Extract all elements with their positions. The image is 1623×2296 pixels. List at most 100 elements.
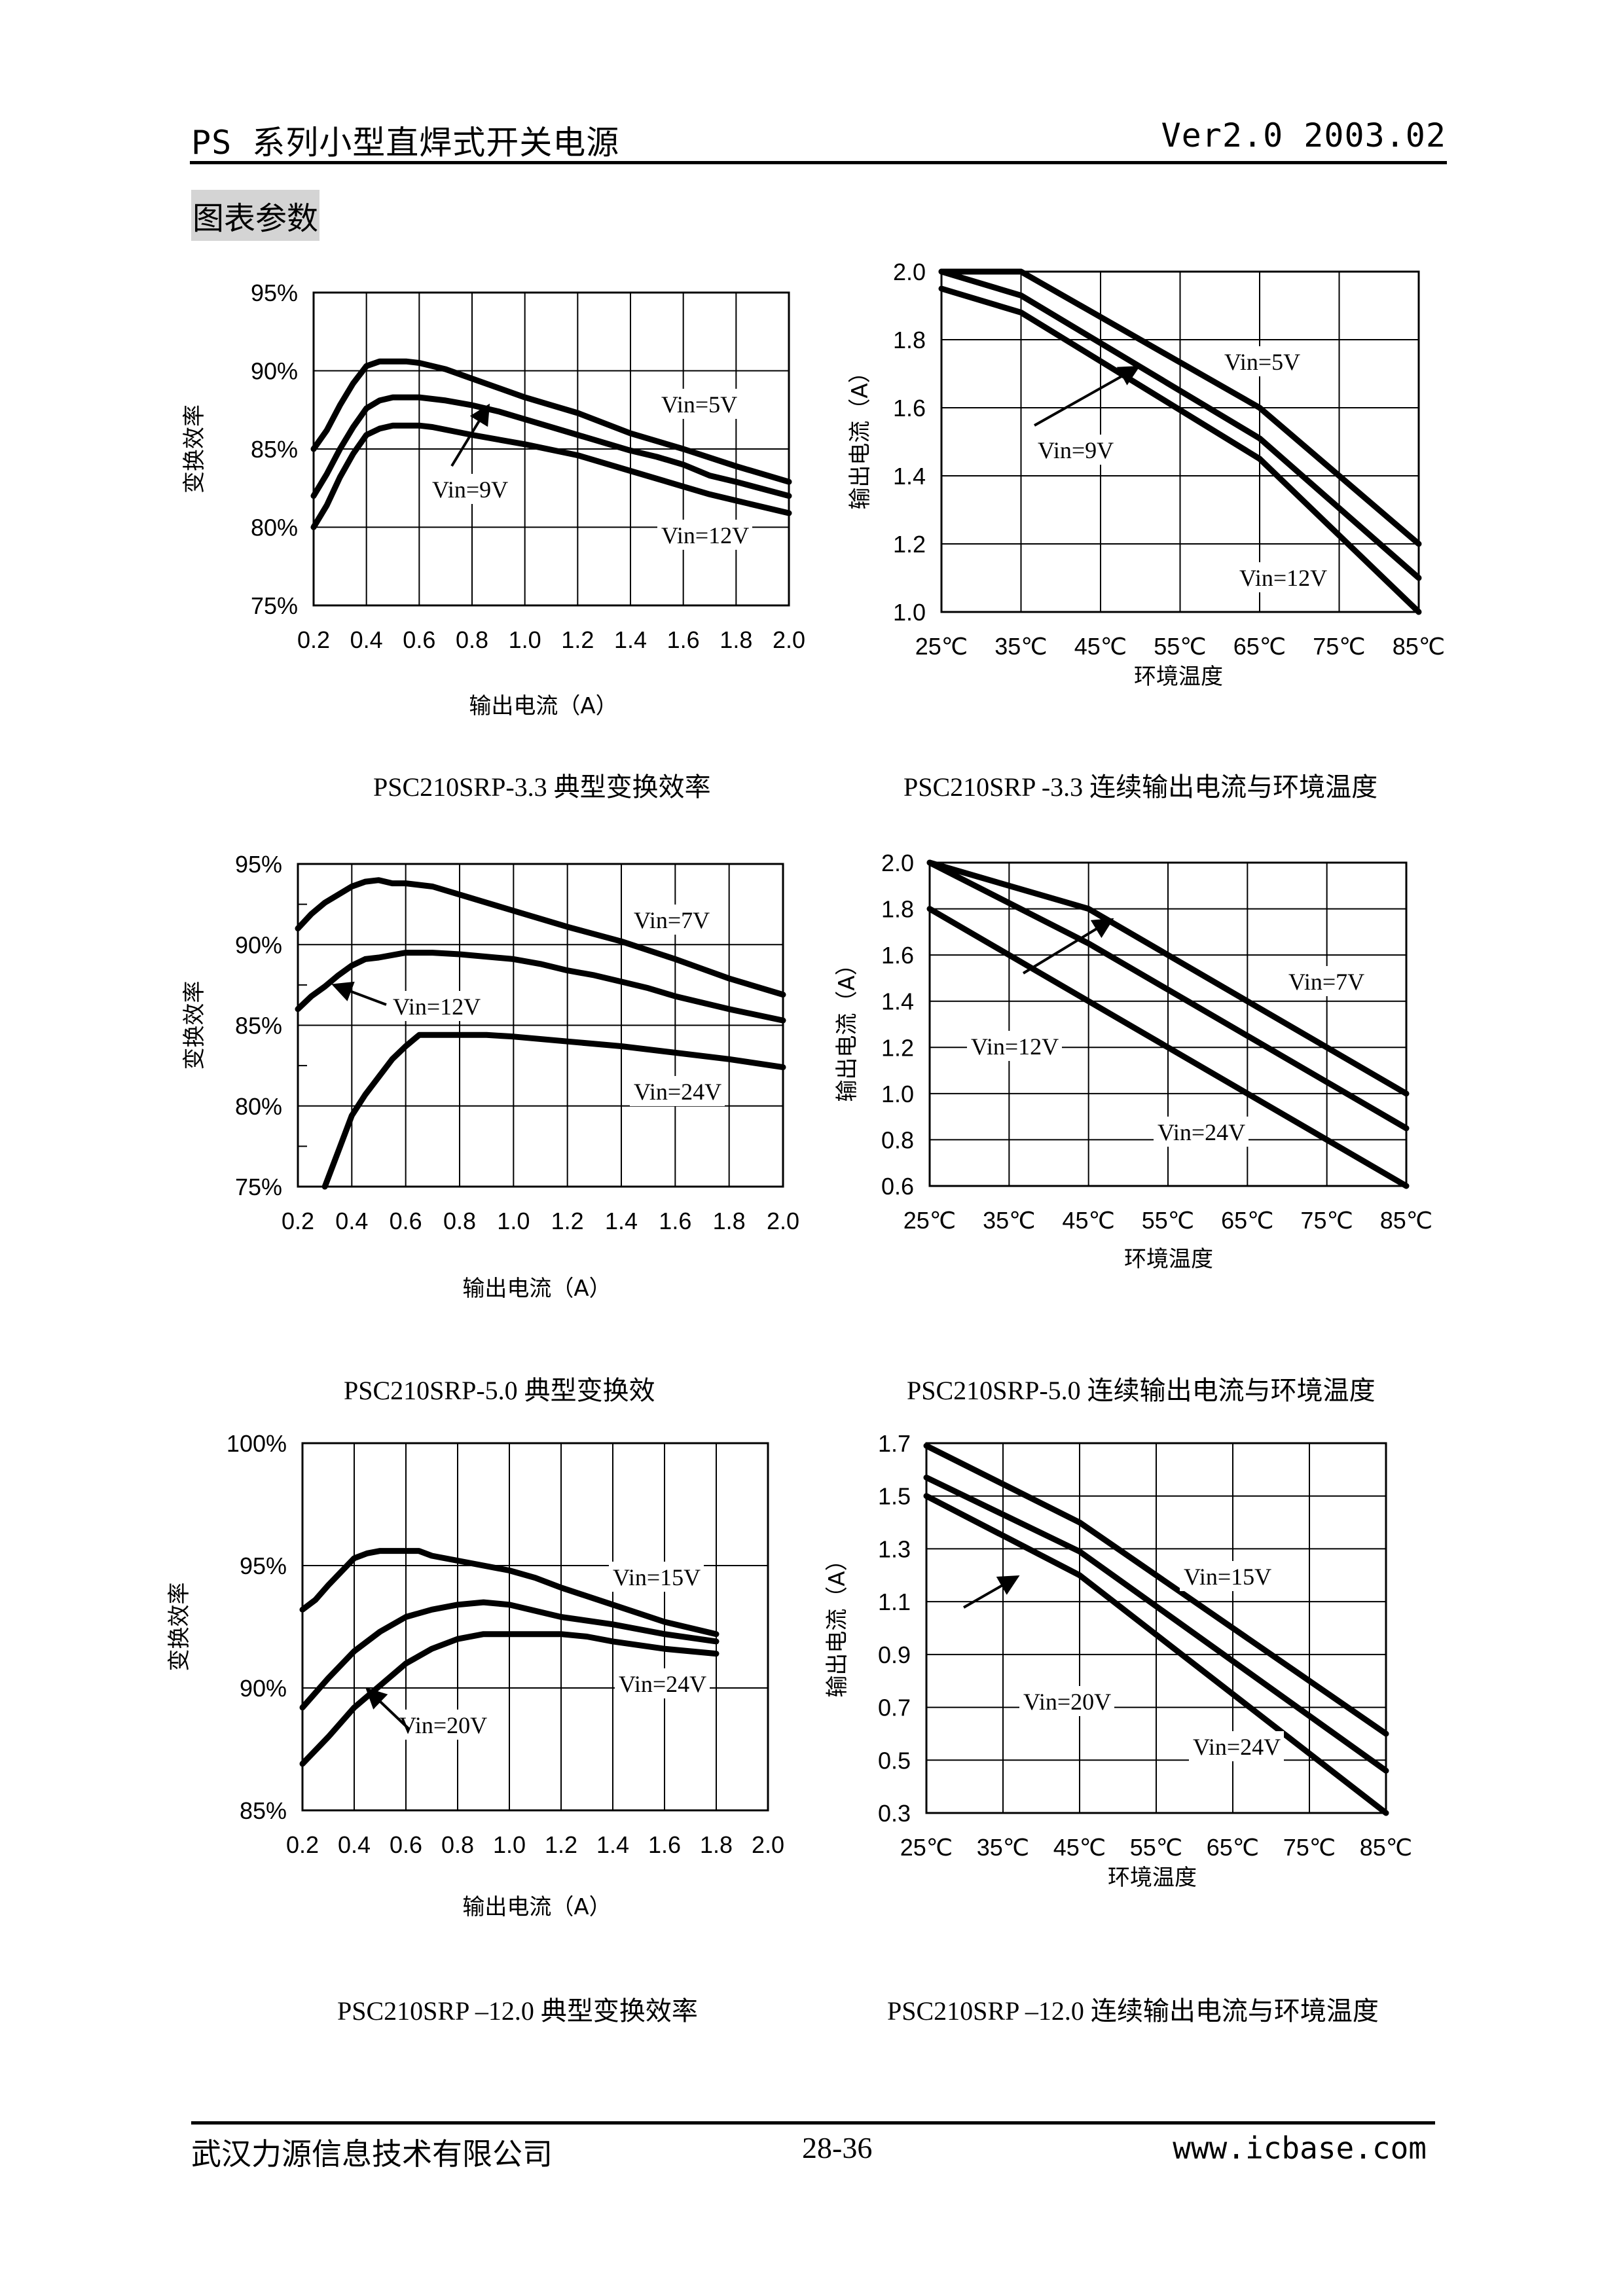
plot-frame	[925, 1442, 1387, 1814]
x-tick-label: 1.0	[509, 626, 541, 653]
footer-website: www.icbase.com	[1173, 2130, 1427, 2166]
series-label: Vin=12V	[393, 994, 481, 1020]
x-tick-label: 25℃	[900, 1834, 953, 1861]
series-label: Vin=5V	[1224, 349, 1300, 375]
y-tick-label: 1.4	[893, 463, 926, 490]
x-tick-label: 1.4	[614, 626, 647, 653]
y-tick-label: 1.0	[881, 1081, 914, 1107]
footer-rule	[191, 2121, 1435, 2125]
y-tick-label: 90%	[240, 1675, 287, 1702]
x-tick-label: 0.2	[282, 1208, 314, 1234]
header-rule	[190, 161, 1447, 164]
annotation-bg	[1189, 1731, 1284, 1761]
annotation-arrow	[963, 1575, 1020, 1609]
annotation-bg	[657, 389, 740, 419]
y-tick-label: 0.9	[878, 1641, 911, 1668]
y-tick-label: 75%	[251, 592, 298, 619]
plot-frame	[928, 861, 1408, 1187]
y-tick-label: 0.6	[881, 1173, 914, 1200]
plot-frame	[297, 863, 784, 1188]
x-axis-label: 环境温度	[1108, 1865, 1197, 1891]
y-tick-label: 1.7	[878, 1430, 911, 1457]
x-tick-label: 25℃	[903, 1207, 956, 1234]
x-tick-label: 85℃	[1393, 633, 1445, 660]
x-tick-label: 2.0	[752, 1831, 784, 1858]
annotation-bg	[1285, 966, 1367, 996]
series-line-vin-15v	[299, 1548, 720, 1638]
y-tick-label: 1.8	[881, 896, 914, 923]
y-axis-label: 输出电流（A）	[824, 1549, 850, 1697]
y-tick-label: 2.0	[881, 850, 914, 876]
chart-caption-derate-12v0: PSC210SRP –12.0 连续输出电流与环境温度	[887, 1996, 1379, 2026]
series-line-vin-12v	[295, 950, 786, 1024]
y-tick-label: 95%	[240, 1552, 287, 1579]
annotation-arrow	[1034, 366, 1140, 427]
x-axis-label: 输出电流（A）	[469, 693, 617, 719]
annotation-bg	[1180, 1561, 1275, 1591]
series-label: Vin=12V	[1239, 565, 1327, 591]
x-tick-label: 0.4	[338, 1831, 371, 1858]
annotation-bg	[389, 991, 484, 1021]
x-tick-label: 1.2	[545, 1831, 577, 1858]
annotation-bg	[428, 474, 511, 504]
chart-derate-5v0: 25℃ 35℃ 45℃ 55℃ 65℃ 75℃ 85℃ 0.6 0.8 1.0 1.2 1.4 1.6 1…	[834, 850, 1432, 1272]
x-tick-label: 2.0	[773, 626, 805, 653]
annotation-bg	[609, 1562, 704, 1592]
series-label: Vin=12V	[661, 522, 749, 548]
footer-page-number: 28-36	[802, 2131, 873, 2164]
x-tick-label: 35℃	[983, 1207, 1035, 1234]
series-line-vin-12v	[310, 422, 792, 530]
x-tick-label: 1.8	[700, 1831, 733, 1858]
chart-caption-eff-12v0: PSC210SRP –12.0 典型变换效率	[337, 1996, 698, 2026]
annotation-bg	[615, 1668, 710, 1698]
x-tick-label: 2.0	[767, 1208, 799, 1234]
series-line-vin-12v	[938, 285, 1422, 615]
x-tick-label: 1.0	[493, 1831, 526, 1858]
y-tick-label: 75%	[235, 1174, 282, 1200]
y-tick-label: 0.7	[878, 1695, 911, 1721]
x-tick-label: 35℃	[977, 1834, 1029, 1861]
annotation-bg	[630, 905, 712, 935]
series-label: Vin=24V	[619, 1671, 706, 1697]
x-tick-label: 35℃	[994, 633, 1047, 660]
y-tick-label: 1.2	[893, 531, 926, 558]
y-tick-label: 0.3	[878, 1800, 911, 1827]
annotation-bg	[630, 1076, 725, 1106]
chart-caption-eff-3v3: PSC210SRP-3.3 典型变换效率	[373, 772, 711, 802]
y-axis-label: 变换效率	[166, 1583, 192, 1672]
chart-caption-derate-5v0: PSC210SRP-5.0 连续输出电流与环境温度	[907, 1376, 1376, 1405]
series-label: Vin=12V	[971, 1033, 1059, 1060]
series-line-vin-9v	[938, 268, 1422, 581]
series-line-vin-20v	[299, 1599, 720, 1711]
x-tick-label: 75℃	[1283, 1834, 1336, 1861]
series-label: Vin=9V	[432, 476, 508, 503]
annotation-bg	[657, 520, 752, 550]
y-tick-label: 80%	[251, 514, 298, 541]
y-tick-label: 95%	[235, 851, 282, 878]
x-axis-label: 输出电流（A）	[462, 1894, 611, 1920]
y-tick-label: 1.0	[893, 599, 926, 626]
x-tick-label: 25℃	[915, 633, 968, 660]
series-label: Vin=7V	[634, 907, 710, 933]
y-tick-label: 1.3	[878, 1535, 911, 1562]
plot-frame	[940, 270, 1420, 613]
x-axis-label: 环境温度	[1134, 664, 1223, 690]
chart-derate-3v3: 25℃ 35℃ 45℃ 55℃ 65℃ 75℃ 85℃ 1.0 1.2 1.4 1.6 1.8 2.0 输…	[847, 259, 1445, 690]
series-line-vin-5v	[310, 358, 792, 485]
y-axis-label: 变换效率	[181, 404, 208, 493]
x-tick-label: 1.4	[605, 1208, 638, 1234]
y-tick-label: 85%	[251, 436, 298, 463]
annotation-bg	[1235, 562, 1330, 592]
chart-caption-eff-5v0: PSC210SRP-5.0 典型变换效	[344, 1376, 655, 1405]
y-tick-label: 95%	[251, 279, 298, 306]
x-tick-label: 0.2	[286, 1831, 319, 1858]
chart-derate-12v0: 25℃ 35℃ 45℃ 55℃ 65℃ 75℃ 85℃ 0.3 0.5 0.7 0.9 1.1 1.3 1…	[824, 1430, 1412, 1891]
x-tick-label: 0.6	[390, 1208, 422, 1234]
y-tick-label: 1.8	[893, 327, 926, 353]
x-tick-label: 65℃	[1233, 633, 1286, 660]
y-tick-label: 90%	[235, 931, 282, 958]
y-tick-label: 85%	[235, 1013, 282, 1039]
x-tick-label: 75℃	[1313, 633, 1365, 660]
annotation-bg	[1220, 346, 1303, 376]
